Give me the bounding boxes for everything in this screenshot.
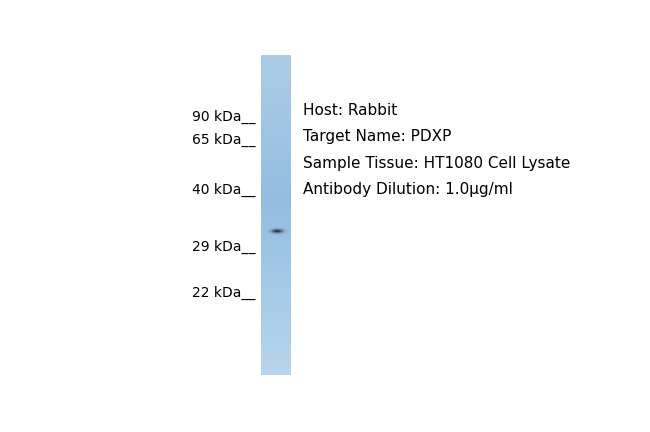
Text: Host: Rabbit: Host: Rabbit [303, 102, 397, 118]
Text: 29 kDa__: 29 kDa__ [192, 239, 255, 254]
Text: 22 kDa__: 22 kDa__ [192, 286, 255, 300]
Text: 65 kDa__: 65 kDa__ [192, 133, 255, 147]
Text: Sample Tissue: HT1080 Cell Lysate: Sample Tissue: HT1080 Cell Lysate [303, 156, 570, 171]
Text: Antibody Dilution: 1.0μg/ml: Antibody Dilution: 1.0μg/ml [303, 182, 513, 197]
Text: 90 kDa__: 90 kDa__ [192, 110, 255, 124]
Text: Target Name: PDXP: Target Name: PDXP [303, 129, 451, 144]
Text: 40 kDa__: 40 kDa__ [192, 183, 255, 197]
